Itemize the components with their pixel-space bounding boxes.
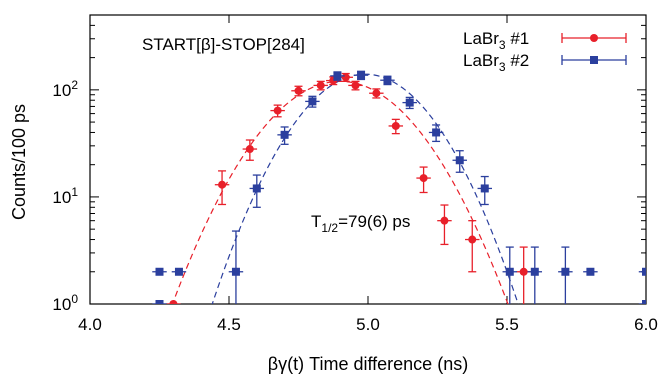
data-point (480, 184, 489, 193)
data-point (252, 184, 261, 193)
data-point (357, 71, 366, 80)
data-point (505, 267, 514, 276)
data-point (294, 86, 303, 95)
data-point (169, 300, 178, 304)
data-point (155, 267, 164, 276)
legend-label-1: LaBr3 #1 (463, 29, 529, 52)
fit-curve-1 (171, 80, 509, 304)
plot-frame (89, 14, 647, 305)
data-point (372, 89, 381, 98)
data-point (333, 71, 342, 80)
halflife-prefix: T (311, 212, 321, 231)
legend-label-2: LaBr3 #2 (463, 51, 529, 74)
y-axis-label: Counts/100 ps (9, 104, 29, 220)
data-point (455, 156, 464, 165)
halflife-suffix: =79(6) ps (338, 212, 410, 231)
data-point (218, 180, 227, 189)
y-tick-label: 102 (52, 78, 78, 100)
data-point (383, 76, 392, 85)
data-point (316, 81, 325, 90)
data-point (440, 216, 449, 225)
fit-curve-2 (211, 73, 519, 304)
legend-marker-2 (590, 56, 598, 64)
legend: LaBr3 #1 LaBr3 #2 (463, 29, 627, 74)
data-point (280, 130, 289, 139)
data-point (391, 121, 400, 130)
data-point (419, 174, 428, 183)
data-point (586, 267, 595, 276)
data-point (174, 267, 183, 276)
data-point (561, 267, 570, 276)
data-point (351, 81, 360, 90)
y-tick-label: 100 (52, 292, 78, 314)
data-point (245, 145, 254, 154)
x-tick-label: 5.5 (495, 315, 519, 334)
chart-annotation: START[β]-STOP[284] (142, 35, 305, 54)
data-point (432, 128, 441, 137)
x-axis-label: βγ(t) Time difference (ns) (268, 354, 468, 374)
y-tick-label: 101 (52, 185, 78, 207)
series-2 (152, 70, 646, 304)
data-point (468, 235, 477, 244)
data-point (405, 98, 414, 107)
data-point (341, 73, 350, 82)
data-point (308, 97, 317, 106)
plot-area: 4.0 4.5 5.0 5.5 6.0 100 101 102 (52, 14, 658, 334)
data-point (519, 267, 528, 276)
halflife-label: T1/2=79(6) ps (311, 212, 410, 235)
data-point (530, 267, 539, 276)
data-point (273, 106, 282, 115)
legend-marker-1 (590, 34, 598, 42)
x-tick-label: 4.0 (78, 315, 102, 334)
x-tick-label: 4.5 (217, 315, 241, 334)
data-point (231, 267, 240, 276)
series-1 (166, 72, 531, 304)
data-point (642, 267, 646, 276)
x-tick-label: 6.0 (634, 315, 658, 334)
halflife-sub: 1/2 (321, 221, 338, 235)
data-point (155, 300, 164, 304)
data-point (642, 300, 646, 304)
x-tick-label: 5.0 (356, 315, 380, 334)
